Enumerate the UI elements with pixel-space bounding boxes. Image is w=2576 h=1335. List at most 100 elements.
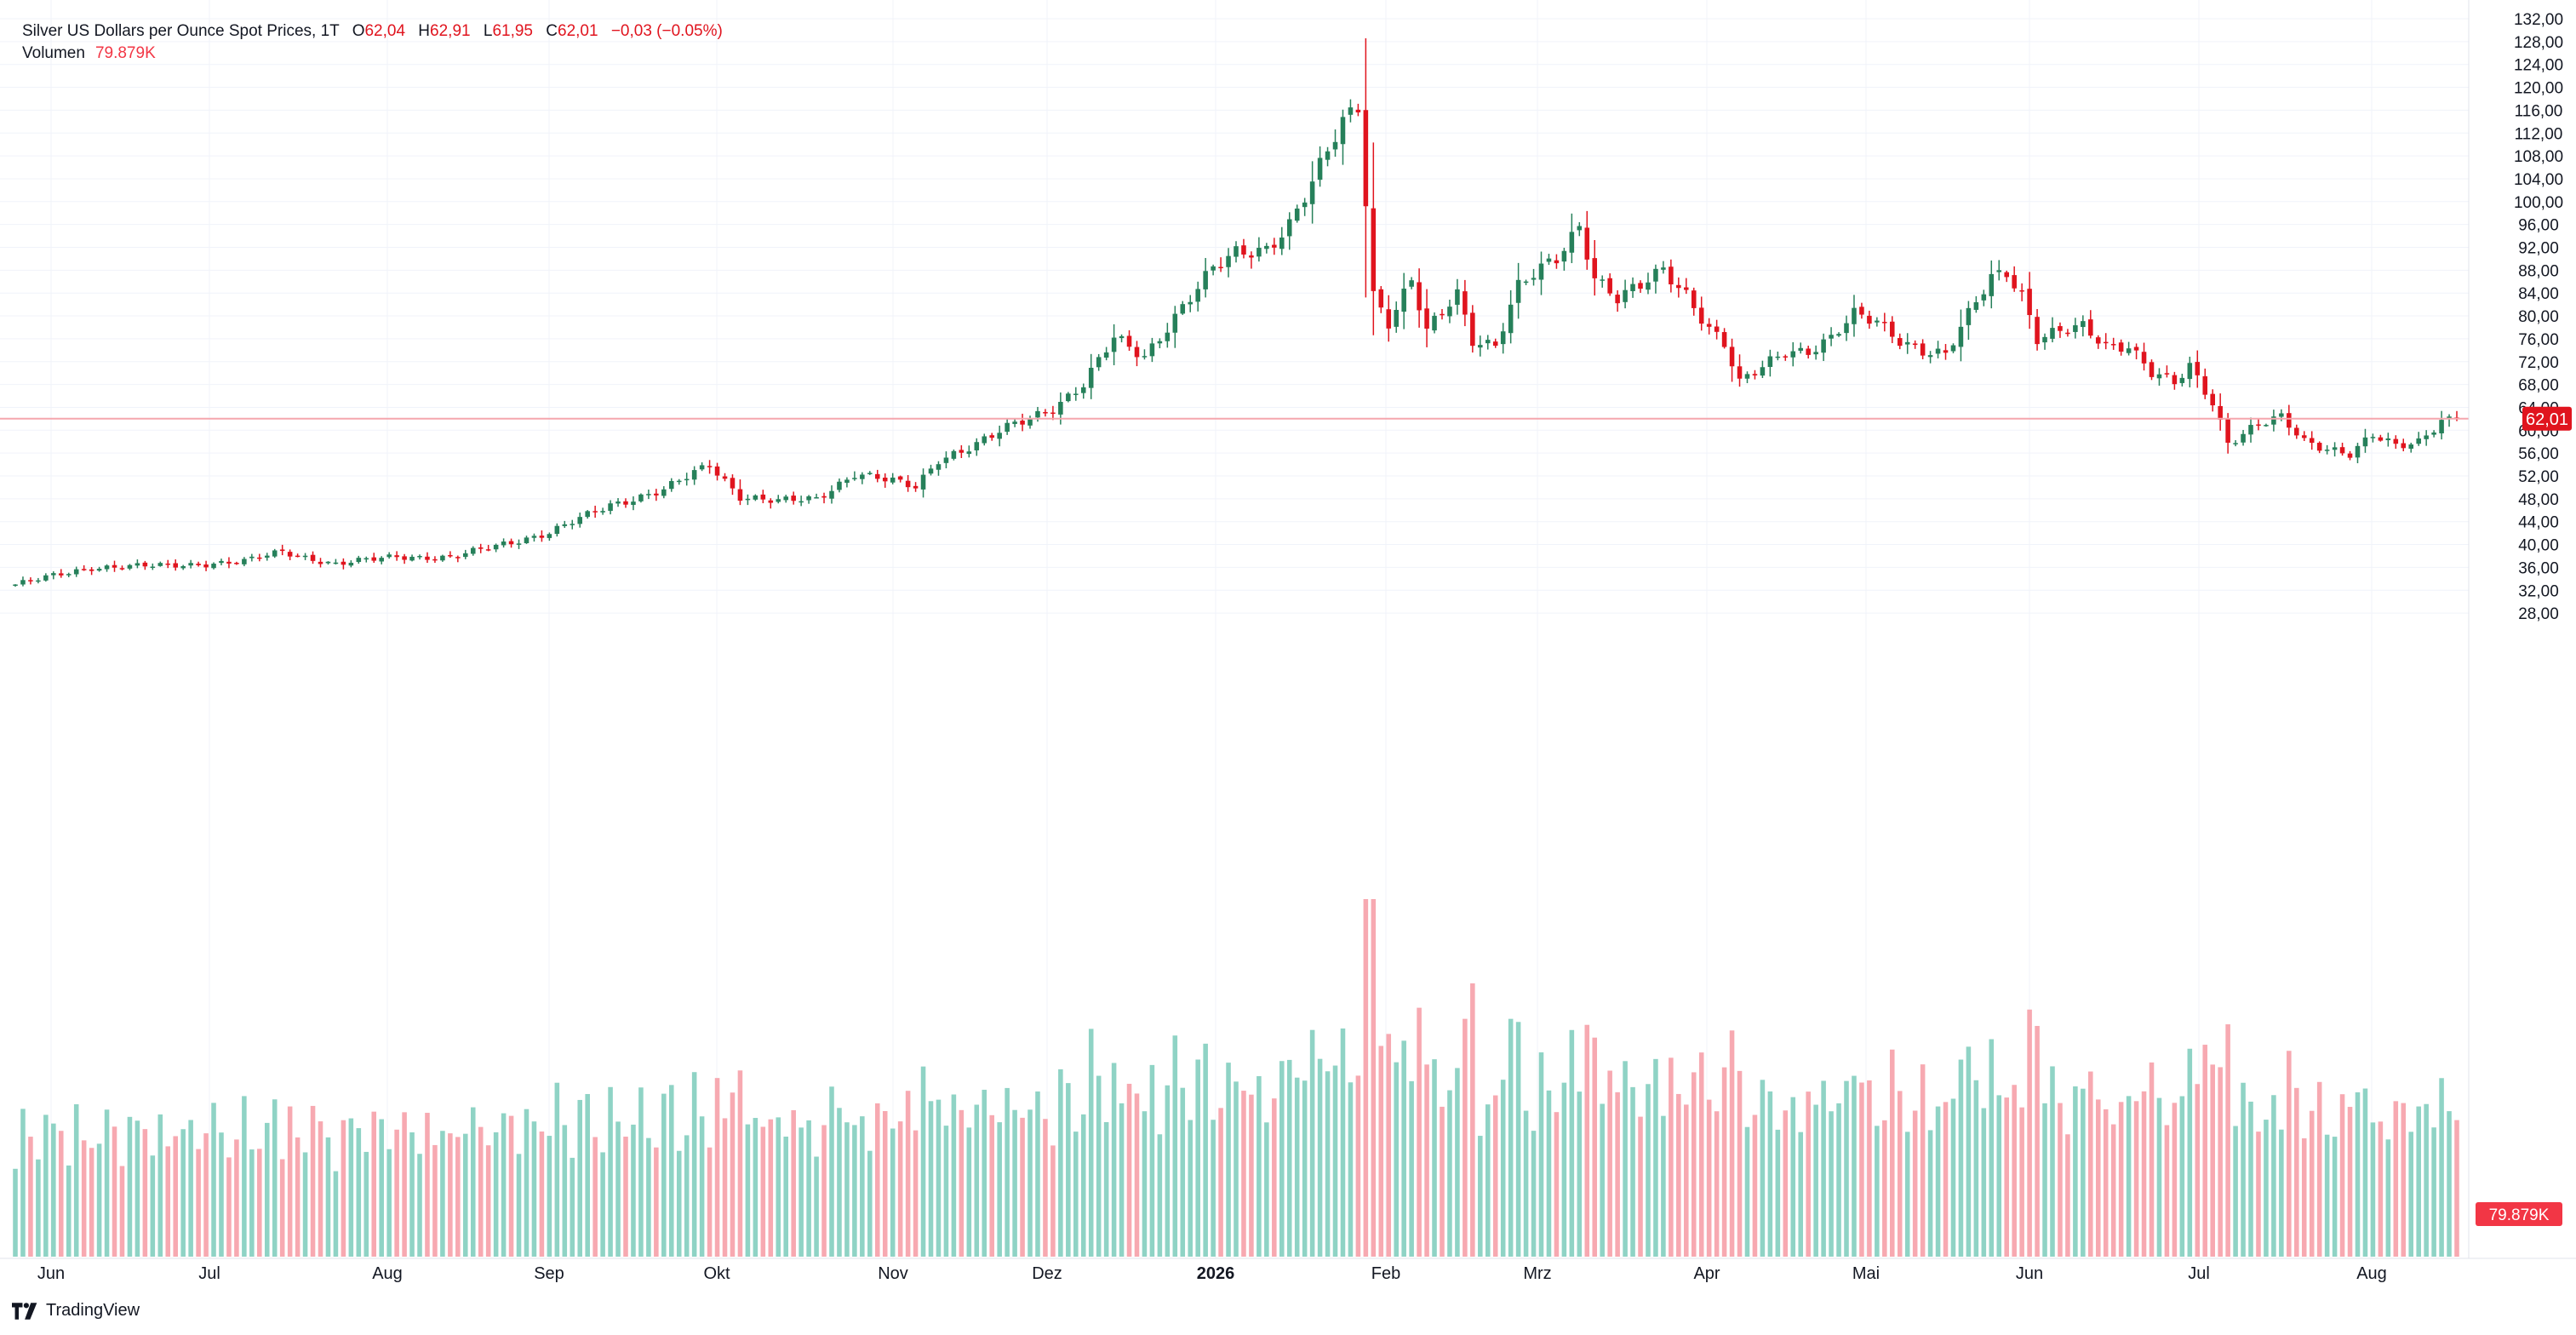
volume-bar [577, 1099, 583, 1257]
volume-bar [440, 1131, 445, 1257]
candle [737, 479, 743, 506]
candle-body [432, 559, 438, 561]
candle [1286, 212, 1292, 250]
volume-bar [1463, 1018, 1468, 1257]
candle-body [1836, 334, 1841, 336]
candle [1005, 418, 1010, 435]
volume-bar [1600, 1103, 1605, 1257]
candle [279, 544, 285, 556]
candle-body [760, 494, 766, 500]
candle-body [333, 562, 339, 564]
volume-bar [1706, 1099, 1712, 1257]
volume-bar [1737, 1070, 1743, 1257]
candle-body [1561, 250, 1567, 262]
volume-bar [1294, 1077, 1300, 1257]
volume-bar [714, 1078, 720, 1257]
candle [66, 572, 72, 577]
volume-bar [2316, 1081, 2322, 1257]
last-price-badge: 62,01 [2522, 406, 2572, 431]
candle [1211, 264, 1216, 276]
volume-bar [1859, 1082, 1864, 1257]
candle-body [310, 554, 316, 561]
candle-body [1623, 289, 1628, 302]
price-tick-label: 28,00 [2518, 605, 2559, 623]
volume-bar [799, 1127, 804, 1257]
candle [1813, 345, 1818, 360]
volume-bar [1035, 1091, 1040, 1257]
tradingview-logo[interactable]: TradingView [12, 1301, 140, 1321]
volume-bar [2118, 1102, 2124, 1257]
candle [1272, 238, 1277, 255]
volume-bar [1669, 1057, 1674, 1257]
volume-bar [608, 1086, 613, 1257]
candle [2027, 272, 2032, 329]
price-tick-label: 36,00 [2518, 559, 2559, 577]
volume-bar [2431, 1127, 2436, 1257]
volume-bar [150, 1155, 156, 1257]
candle [1012, 418, 1017, 427]
candle-body [1485, 340, 1491, 344]
candle [531, 533, 537, 542]
candle [753, 494, 758, 501]
volume-bar [325, 1137, 331, 1257]
candle-body [1943, 350, 1949, 353]
candle [539, 530, 545, 542]
candle [966, 445, 972, 458]
candle-body [829, 490, 834, 499]
volume-bar [829, 1086, 834, 1257]
candle [1698, 296, 1704, 331]
volume-bar [2279, 1129, 2284, 1257]
volume-bar [96, 1143, 102, 1257]
volume-bar [2156, 1097, 2162, 1257]
candle [2225, 413, 2230, 454]
volume-bar [1478, 1136, 1483, 1257]
volume-bar [2225, 1024, 2230, 1257]
candle-body [997, 433, 1002, 439]
volume-bar [1538, 1052, 1544, 1257]
candle [1912, 340, 1918, 349]
volume-bar [310, 1105, 316, 1257]
candle-body [1103, 352, 1109, 358]
candle [1592, 239, 1598, 296]
volume-bar [516, 1154, 522, 1257]
candle-body [799, 501, 804, 503]
candle-body [791, 496, 796, 501]
volume-bar [394, 1129, 399, 1257]
candle-body [982, 436, 987, 444]
volume-bar [745, 1124, 751, 1257]
volume-bar [882, 1110, 888, 1257]
candle [1080, 383, 1086, 399]
price-candles [13, 38, 2459, 587]
candle [226, 557, 232, 569]
volume-bar [1371, 899, 1377, 1257]
volume-bar [928, 1101, 934, 1257]
candle [2126, 341, 2132, 356]
high-value: 62,91 [430, 22, 471, 40]
volume-bar [188, 1120, 193, 1257]
candle-body [279, 549, 285, 552]
candle [1126, 329, 1132, 352]
volume-bar [1203, 1043, 1208, 1257]
candle [1867, 310, 1872, 329]
candle [2187, 356, 2193, 387]
volume-bar [554, 1082, 560, 1257]
candle [1394, 301, 1399, 333]
candle [1981, 289, 1987, 307]
volume-bar [478, 1126, 484, 1257]
volume-bar [1912, 1110, 1918, 1257]
candle [2454, 410, 2459, 421]
candle-body [2431, 433, 2436, 435]
time-tick-label: Jul [2188, 1264, 2210, 1283]
volume-bar [1432, 1059, 1437, 1257]
volume-bar [1249, 1094, 1254, 1257]
volume-bar [1561, 1082, 1567, 1257]
candle [1332, 129, 1338, 158]
volume-bar [58, 1131, 64, 1257]
volume-bar [2103, 1109, 2109, 1257]
volume-bar [1821, 1080, 1826, 1257]
candle-body [1188, 301, 1194, 305]
candle [463, 549, 468, 559]
candle-body [1020, 421, 1025, 425]
candle [1432, 312, 1437, 334]
